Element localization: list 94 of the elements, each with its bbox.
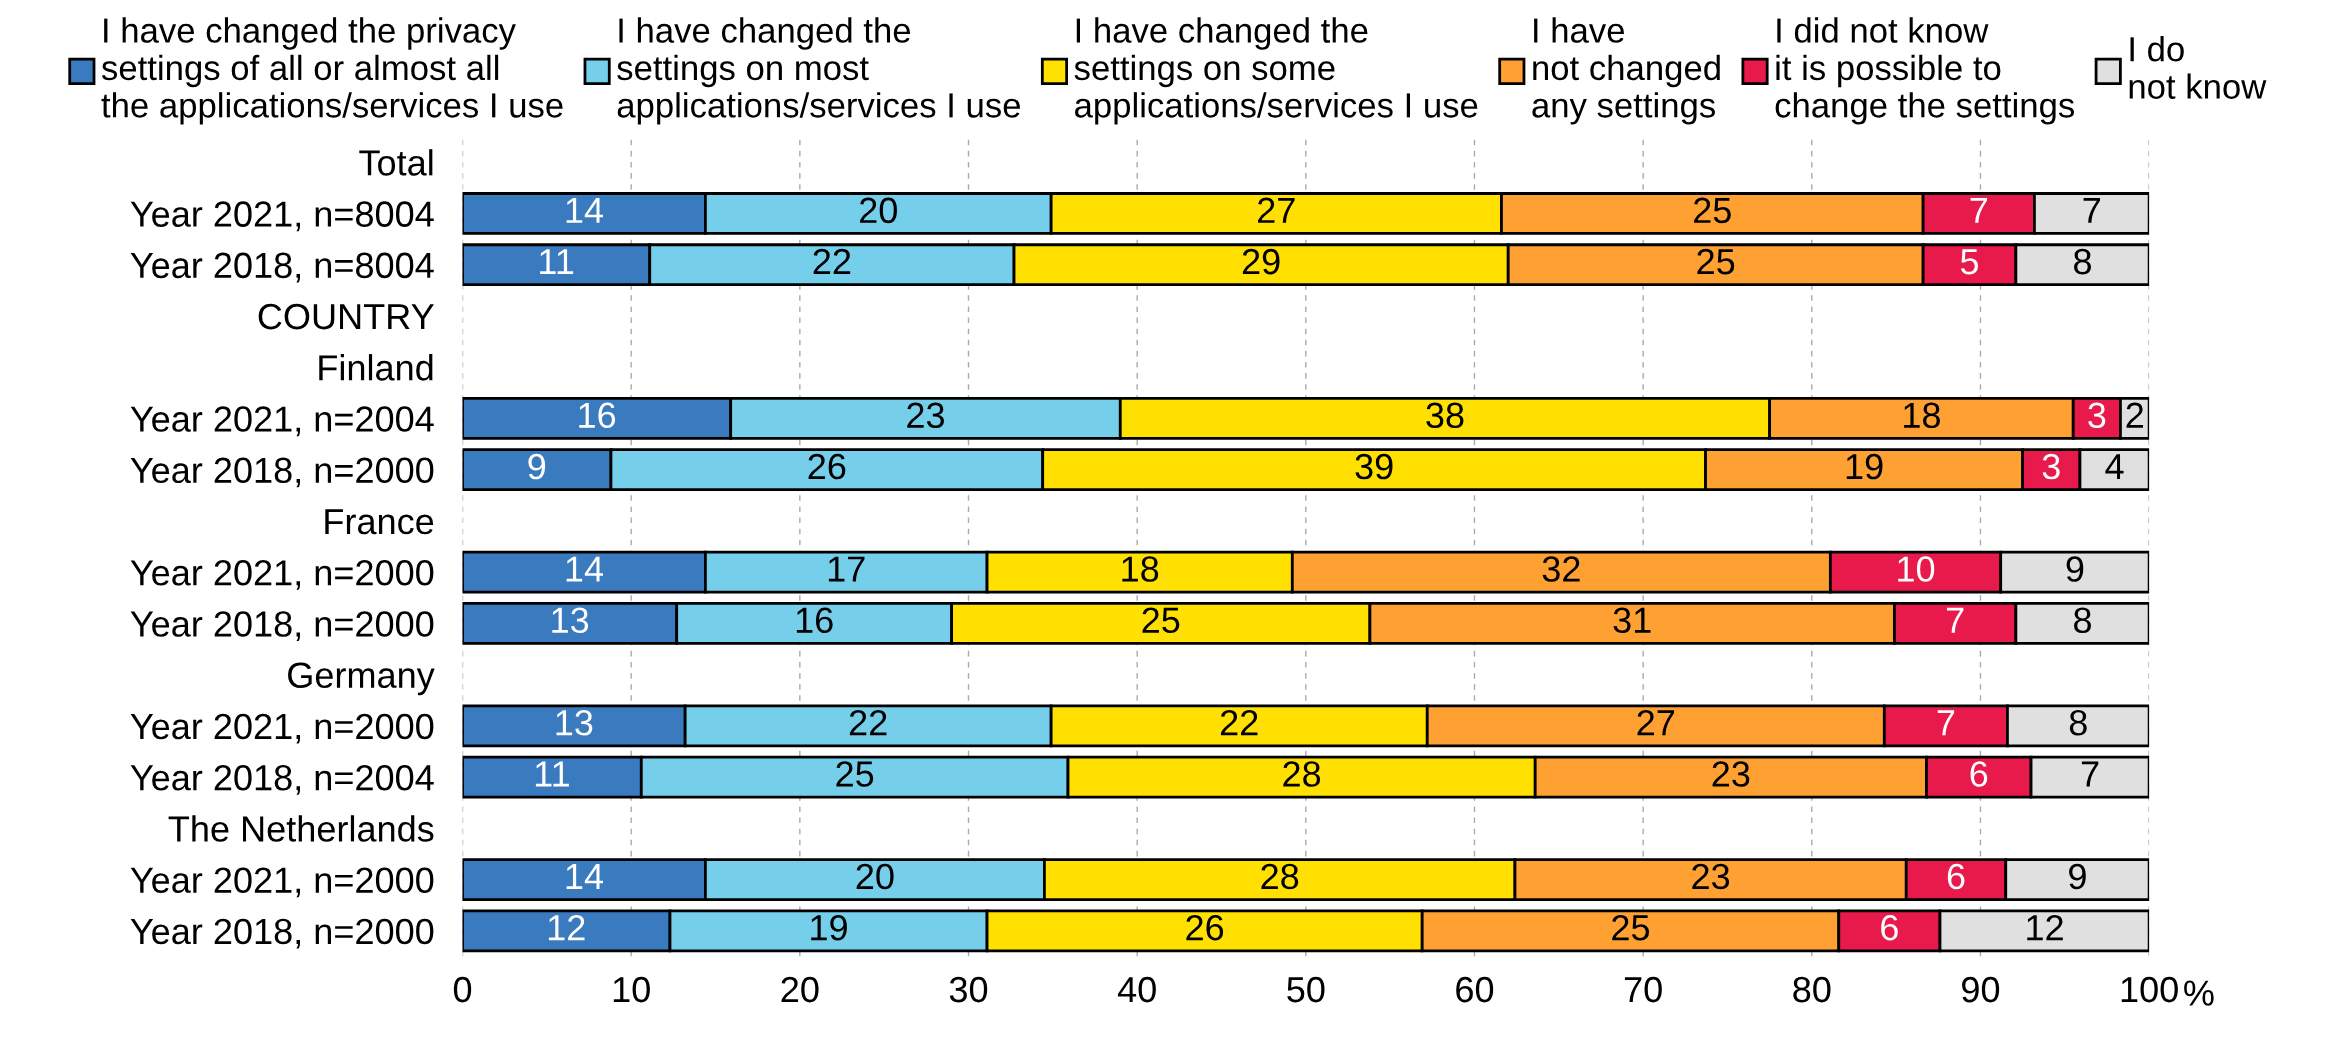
data-label: 22 (1220, 709, 1258, 736)
x-tick-label: 80 (1793, 976, 1831, 1003)
data-label: 26 (808, 453, 846, 480)
data-label: 4 (2105, 454, 2124, 479)
data-label: 7 (2081, 761, 2099, 787)
data-label: 27 (1637, 709, 1675, 736)
x-tick-label: 0 (453, 976, 472, 1003)
data-label: 22 (813, 248, 851, 275)
x-tick-label: 40 (1117, 976, 1156, 1003)
data-label: 6 (1881, 914, 1898, 941)
data-label: 6 (1947, 863, 1965, 890)
data-label: 8 (2069, 709, 2087, 736)
x-tick-label: 50 (1287, 976, 1325, 1003)
y-tick-label: Finland (319, 354, 433, 381)
x-tick-label: 20 (781, 976, 819, 1003)
data-label: 38 (1426, 402, 1464, 429)
data-label: 27 (1258, 197, 1295, 223)
data-label: 3 (2088, 402, 2106, 429)
y-tick-label: Year 2018, n=2000 (130, 611, 434, 642)
data-label: 16 (579, 402, 616, 429)
x-tick-label: 90 (1962, 976, 2000, 1003)
x-tick-label: 100 (2121, 976, 2178, 1003)
data-label: 13 (556, 709, 593, 736)
legend-label: I do not know (2129, 36, 2267, 99)
data-label: 25 (1612, 914, 1650, 941)
data-label: 25 (1697, 248, 1735, 275)
y-tick-label: Year 2018, n=2000 (130, 918, 434, 949)
y-tick-label: Year 2021, n=2000 (130, 560, 434, 590)
legend-label: I have not changed any settings (1532, 17, 1720, 125)
data-label: 19 (1846, 453, 1883, 480)
x-tick-label: 30 (949, 976, 988, 1003)
data-label: 31 (1613, 607, 1651, 634)
data-label: 14 (566, 197, 603, 223)
data-label: 28 (1261, 863, 1299, 890)
data-label: 23 (1692, 863, 1730, 890)
data-label: 12 (2027, 914, 2063, 941)
data-label: 39 (1355, 453, 1393, 480)
data-label: 29 (1242, 248, 1280, 275)
y-tick-label: COUNTRY (258, 303, 434, 330)
data-label: 22 (849, 709, 887, 736)
y-tick-label: Year 2018, n=8004 (130, 252, 434, 283)
y-tick-label: Year 2021, n=2004 (130, 406, 434, 437)
y-tick-label: Year 2018, n=2004 (130, 764, 434, 795)
data-label: 8 (2074, 607, 2091, 634)
data-label: 5 (1960, 249, 1979, 275)
x-tick-label: 70 (1624, 976, 1662, 1003)
legend-label: I did not know it is possible to change the settings (1775, 17, 2075, 125)
data-label: 3 (2042, 453, 2060, 480)
data-label: 20 (856, 863, 894, 890)
y-tick-label: France (325, 509, 434, 535)
data-label: 9 (528, 453, 546, 480)
data-label: 6 (1970, 761, 1988, 787)
data-label: 10 (1898, 556, 1935, 582)
data-label: 18 (1904, 402, 1940, 429)
data-label: 28 (1283, 761, 1321, 787)
data-label: 14 (566, 864, 603, 889)
legend-label: I have changed the settings on some applications/services I use (1074, 17, 1478, 125)
data-label: 26 (1186, 914, 1224, 941)
data-label: 7 (1937, 710, 1955, 736)
data-label: 20 (860, 197, 897, 224)
data-label: 9 (2069, 863, 2086, 890)
data-label: 32 (1542, 556, 1580, 582)
data-label: 23 (907, 402, 944, 429)
data-label: 18 (1122, 556, 1159, 582)
y-tick-label: Total (359, 149, 433, 176)
data-label: 25 (836, 761, 874, 787)
data-label: 2 (2126, 402, 2144, 428)
data-label: 8 (2074, 248, 2091, 275)
y-tick-label: Year 2018, n=2000 (130, 457, 434, 488)
y-tick-label: Germany (288, 662, 435, 696)
data-label: 23 (1712, 761, 1750, 787)
data-label: 11 (535, 761, 569, 787)
legend-label: I have changed the settings on most applications/services I use (617, 17, 1020, 125)
data-label: 25 (1694, 197, 1731, 224)
x-tick-label: 10 (613, 976, 650, 1003)
data-label: 12 (548, 914, 585, 941)
data-label: 7 (1970, 197, 1987, 223)
data-label: 19 (811, 914, 847, 941)
y-tick-label: Year 2021, n=2000 (130, 867, 434, 898)
data-label: 25 (1142, 607, 1180, 634)
y-tick-label: Year 2021, n=2000 (130, 713, 434, 744)
data-label: 7 (1946, 607, 1964, 633)
data-label: 17 (828, 556, 865, 582)
data-label: 16 (796, 607, 833, 634)
data-label: 7 (2083, 197, 2101, 223)
x-tick-label: 60 (1456, 976, 1494, 1003)
y-tick-label: The Netherlands (168, 815, 434, 842)
data-label: 9 (2066, 556, 2084, 582)
legend-label: I have changed the privacy settings of all or almost all the applications/services I use (101, 17, 563, 125)
data-label: 13 (552, 607, 589, 634)
data-label: 11 (540, 249, 574, 275)
x-axis-title: % (2184, 980, 2214, 1006)
y-tick-label: Year 2021, n=8004 (130, 201, 434, 232)
data-label: 14 (566, 556, 603, 582)
